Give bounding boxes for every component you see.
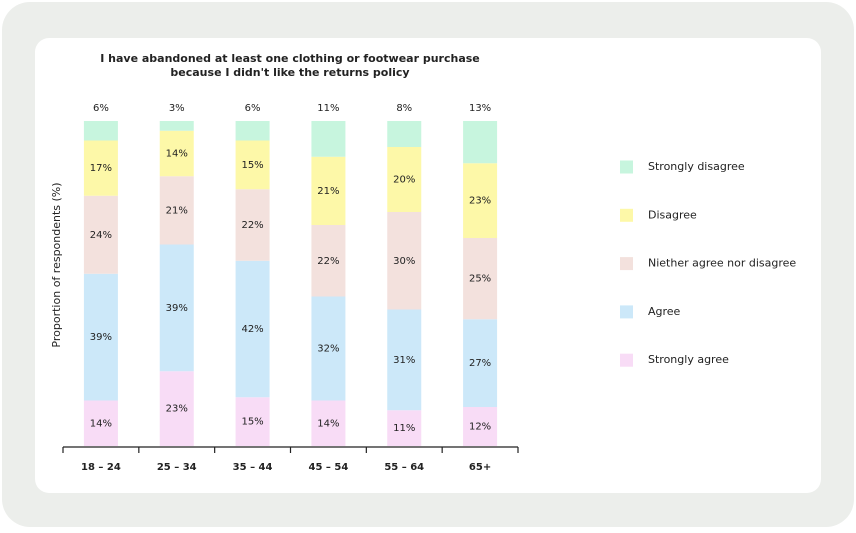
value-label: 14% (166, 149, 188, 160)
bar-segment (159, 121, 194, 131)
value-label: 23% (469, 196, 491, 207)
value-label: 42% (241, 324, 263, 335)
legend-label: Disagree (648, 208, 697, 221)
legend-swatch (620, 208, 633, 222)
value-label: 27% (469, 358, 491, 369)
bar-segment (159, 371, 194, 446)
bar-segment (83, 273, 118, 401)
x-tick-label: 25 – 34 (157, 462, 197, 473)
value-label: 6% (93, 103, 109, 114)
legend-swatch (620, 305, 633, 319)
value-label: 15% (241, 417, 263, 428)
value-label: 12% (469, 422, 491, 433)
value-label: 21% (166, 205, 188, 216)
bar-segment (83, 400, 118, 446)
legend-label: Strongly agree (648, 353, 729, 366)
legend-label: Niether agree nor disagree (648, 257, 796, 270)
bar-segment (235, 260, 270, 398)
legend-swatch (620, 257, 633, 271)
panel (35, 38, 821, 493)
bar-segment (387, 410, 422, 446)
value-label: 24% (90, 230, 112, 241)
legend-swatch (620, 353, 633, 367)
x-tick-label: 65+ (469, 462, 491, 473)
value-label: 21% (317, 186, 339, 197)
bar-segment (387, 147, 422, 212)
value-label: 14% (317, 418, 339, 429)
bar-segment (311, 296, 346, 401)
bar-segment (311, 121, 346, 157)
bar-segment (159, 244, 194, 372)
value-label: 22% (317, 256, 339, 267)
bar-segment (235, 140, 270, 190)
legend-swatch (620, 160, 633, 174)
bar-segment (463, 238, 498, 320)
bar-segment (311, 400, 346, 446)
bar-segment (463, 163, 498, 238)
y-axis-label: Proportion of respondents (%) (50, 182, 63, 347)
value-label: 25% (469, 274, 491, 285)
bar-segment (463, 407, 498, 446)
value-label: 20% (393, 175, 415, 186)
bar-segment (235, 121, 270, 141)
value-label: 11% (393, 423, 415, 434)
bar-segment (387, 121, 422, 147)
value-label: 15% (241, 160, 263, 171)
bar-segment (463, 121, 498, 164)
bar-segment (311, 156, 346, 225)
value-label: 30% (393, 256, 415, 267)
value-label: 11% (317, 103, 339, 114)
bar-segment (463, 319, 498, 407)
value-label: 39% (166, 303, 188, 314)
chart-title: because I didn't like the returns policy (170, 66, 409, 79)
x-tick-label: 55 – 64 (384, 462, 424, 473)
value-label: 31% (393, 355, 415, 366)
bar-segment (387, 309, 422, 411)
bar-segment (159, 176, 194, 245)
bar-segment (83, 121, 118, 141)
x-tick-label: 45 – 54 (309, 462, 349, 473)
bar-segment (235, 189, 270, 261)
value-label: 23% (166, 404, 188, 415)
legend-label: Strongly disagree (648, 160, 745, 173)
value-label: 17% (90, 163, 112, 174)
value-label: 39% (90, 332, 112, 343)
bar-segment (83, 140, 118, 196)
bar-segment (235, 397, 270, 446)
value-label: 13% (469, 103, 491, 114)
bar-segment (387, 212, 422, 310)
value-label: 32% (317, 344, 339, 355)
bar-segment (159, 130, 194, 177)
legend-label: Agree (648, 305, 681, 318)
value-label: 8% (396, 103, 412, 114)
value-label: 22% (241, 220, 263, 231)
value-label: 6% (245, 103, 261, 114)
x-tick-label: 18 – 24 (81, 462, 121, 473)
chart-title: I have abandoned at least one clothing o… (100, 52, 480, 65)
x-tick-label: 35 – 44 (233, 462, 273, 473)
bar-segment (83, 195, 118, 274)
bar-segment (311, 225, 346, 297)
value-label: 14% (90, 418, 112, 429)
value-label: 3% (169, 103, 185, 114)
